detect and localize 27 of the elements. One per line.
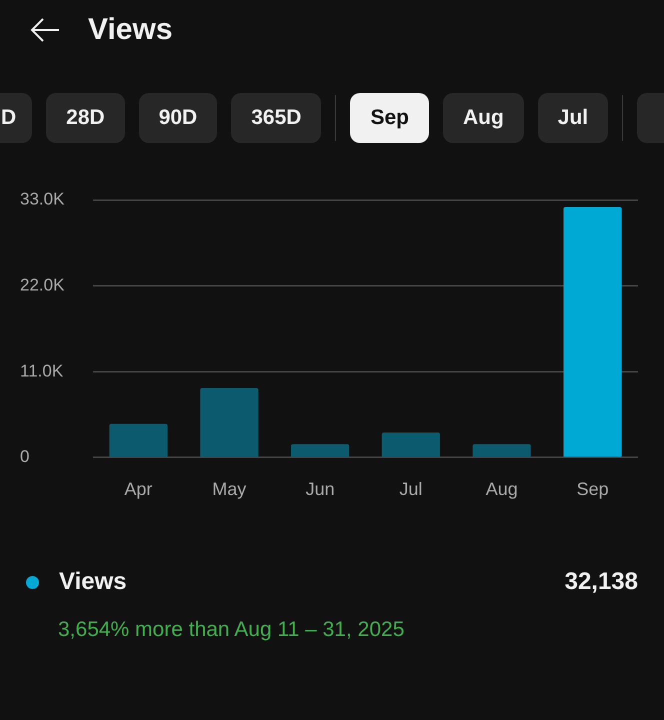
bar (109, 424, 168, 457)
x-tick-label: May (212, 479, 246, 500)
text: 28D (46, 93, 125, 143)
y-tick-label: 0 (20, 447, 30, 466)
bar (564, 207, 622, 457)
legend-label: Views (59, 568, 127, 596)
y-tick-label: 11.0K (20, 361, 64, 380)
bar (200, 388, 258, 457)
x-tick-label: Apr (124, 479, 152, 500)
chart-title: Views (88, 13, 173, 47)
bar (472, 444, 531, 457)
x-tick-label: Sep (576, 479, 609, 500)
text: 365D (231, 93, 322, 143)
x-tick-label: Jun (306, 479, 335, 500)
text: 3,654% more than Aug 11 – 31, 2025 (58, 618, 404, 642)
text: 32,138 (564, 568, 638, 596)
x-tick-label: Jul (399, 479, 422, 500)
text: Sep (350, 93, 429, 143)
bar (291, 444, 350, 457)
x-tick-label: Aug (486, 479, 518, 500)
y-tick-label: 33.0K (20, 190, 66, 209)
text: 90D (138, 93, 218, 143)
text: Jul (538, 93, 608, 143)
text: D (0, 93, 32, 143)
text: Aug (442, 93, 524, 143)
y-tick-label: 22.0K (20, 275, 66, 294)
bar (382, 432, 440, 457)
